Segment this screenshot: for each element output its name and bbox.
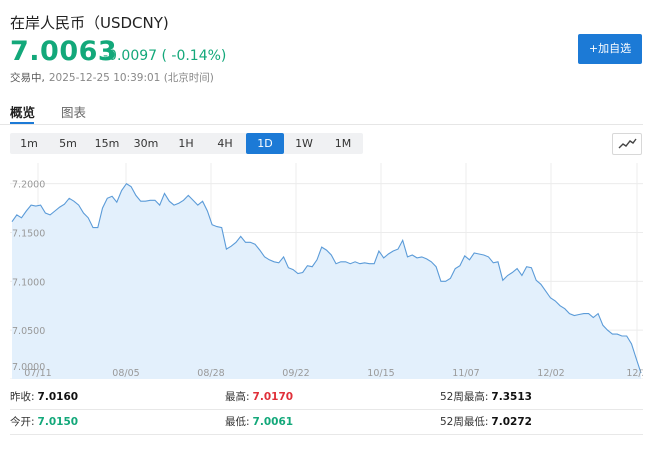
x-tick-label: 08/05 bbox=[112, 368, 139, 379]
x-tick-label: 12/2 bbox=[626, 368, 643, 379]
price-area bbox=[12, 183, 641, 379]
tab-bar: 概览 图表 bbox=[0, 98, 643, 125]
stat-label: 今开: bbox=[10, 416, 35, 428]
period-1mo[interactable]: 1M bbox=[334, 137, 352, 150]
stat-label: 52周最低: bbox=[440, 416, 489, 428]
stat-high: 最高: 7.0170 bbox=[225, 389, 293, 404]
timestamp: 2025-12-25 10:39:01 (北京时间) bbox=[48, 72, 214, 84]
tab-overview[interactable]: 概览 bbox=[10, 105, 36, 120]
stat-open: 今开: 7.0150 bbox=[10, 414, 78, 429]
trading-status: 交易中, 2025-12-25 10:39:01 (北京时间) bbox=[10, 70, 214, 85]
stat-prev-close: 昨收: 7.0160 bbox=[10, 389, 78, 404]
period-5m[interactable]: 5m bbox=[59, 137, 77, 150]
period-1m[interactable]: 1m bbox=[20, 137, 38, 150]
y-tick-label: 7.0000 bbox=[12, 362, 45, 373]
stat-label: 52周最高: bbox=[440, 391, 489, 403]
stat-value: 7.0170 bbox=[252, 391, 294, 403]
x-tick-label: 11/07 bbox=[452, 368, 479, 379]
period-selector: 1m 5m 15m 30m 1H 4H 1D 1W 1M bbox=[10, 133, 363, 154]
stat-label: 最低: bbox=[225, 416, 250, 428]
stat-label: 最高: bbox=[225, 391, 250, 403]
x-tick-label: 09/22 bbox=[282, 368, 309, 379]
price-line bbox=[11, 182, 642, 374]
page-title: 在岸人民币（USDCNY) bbox=[10, 14, 169, 32]
current-price: 7.0063 bbox=[10, 36, 118, 67]
stats-row: 昨收: 7.0160 最高: 7.0170 52周最高: 7.3513 bbox=[10, 384, 643, 410]
active-tab-indicator bbox=[10, 122, 34, 124]
price-change: -0.0097 ( -0.14%) bbox=[103, 48, 227, 64]
tab-chart[interactable]: 图表 bbox=[61, 105, 87, 120]
period-30m[interactable]: 30m bbox=[133, 137, 159, 150]
x-tick-label: 07/11 bbox=[24, 368, 51, 379]
period-1d[interactable]: 1D bbox=[246, 133, 284, 154]
stat-value: 7.0061 bbox=[252, 416, 294, 428]
x-tick-label: 08/28 bbox=[197, 368, 224, 379]
y-tick-label: 7.1000 bbox=[12, 277, 45, 288]
stat-low: 最低: 7.0061 bbox=[225, 414, 293, 429]
stat-52w-low: 52周最低: 7.0272 bbox=[440, 414, 532, 429]
y-tick-label: 7.2000 bbox=[12, 180, 45, 191]
chart-type-toggle[interactable] bbox=[612, 133, 642, 155]
add-to-watchlist-button[interactable]: +加自选 bbox=[578, 34, 642, 64]
period-4h[interactable]: 4H bbox=[217, 137, 233, 150]
period-15m[interactable]: 15m bbox=[94, 137, 120, 150]
price-chart[interactable]: 7.2000 7.1500 7.1000 7.0500 7.0000 07/11 08/05… bbox=[10, 163, 648, 380]
x-tick-label: 10/15 bbox=[367, 368, 394, 379]
y-tick-label: 7.1500 bbox=[12, 228, 45, 239]
line-chart-icon bbox=[618, 138, 637, 149]
status-label: 交易中, bbox=[10, 72, 45, 84]
stat-value: 7.0272 bbox=[491, 416, 532, 428]
stats-row: 今开: 7.0150 最低: 7.0061 52周最低: 7.0272 bbox=[10, 409, 643, 435]
period-1h[interactable]: 1H bbox=[178, 137, 194, 150]
stat-52w-high: 52周最高: 7.3513 bbox=[440, 389, 532, 404]
period-1w[interactable]: 1W bbox=[295, 137, 313, 150]
stat-label: 昨收: bbox=[10, 391, 35, 403]
stat-value: 7.0150 bbox=[37, 416, 79, 428]
stat-value: 7.0160 bbox=[37, 391, 79, 403]
stat-value: 7.3513 bbox=[491, 391, 532, 403]
x-tick-label: 12/02 bbox=[537, 368, 564, 379]
y-tick-label: 7.0500 bbox=[12, 326, 45, 337]
